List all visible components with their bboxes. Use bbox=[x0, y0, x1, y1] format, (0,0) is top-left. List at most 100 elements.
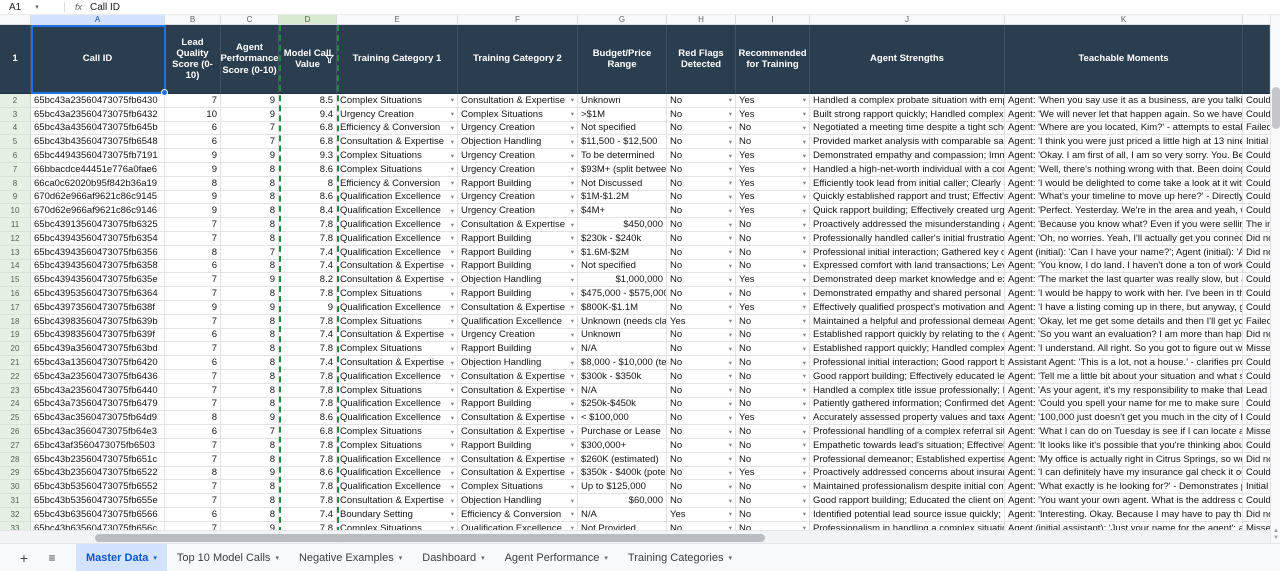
cell-E19[interactable]: Consultation & Expertise▾ bbox=[337, 329, 458, 343]
dropdown-icon[interactable]: ▾ bbox=[729, 510, 732, 518]
cell-J17[interactable]: Effectively qualified prospect's motivat… bbox=[810, 301, 1005, 315]
dropdown-icon[interactable]: ▾ bbox=[571, 248, 574, 256]
cell-B3[interactable]: 10 bbox=[165, 108, 221, 122]
cell-B26[interactable]: 6 bbox=[165, 425, 221, 439]
cell-E22[interactable]: Qualification Excellence▾ bbox=[337, 370, 458, 384]
row-number-16[interactable]: 16 bbox=[0, 287, 31, 301]
cell-G19[interactable]: Unknown bbox=[578, 329, 667, 343]
dropdown-icon[interactable]: ▾ bbox=[729, 207, 732, 215]
cell-G24[interactable]: $250k-$450k bbox=[578, 398, 667, 412]
cell-L12[interactable]: Did no bbox=[1243, 232, 1270, 246]
cell-F4[interactable]: Urgency Creation▾ bbox=[458, 122, 578, 136]
dropdown-icon[interactable]: ▾ bbox=[729, 428, 732, 436]
tab-training-categories[interactable]: Training Categories▾ bbox=[618, 544, 742, 571]
cell-G31[interactable]: $60,000 bbox=[578, 494, 667, 508]
cell-K23[interactable]: Agent: 'As your agent, it's my responsib… bbox=[1005, 384, 1243, 398]
cell-G26[interactable]: Purchase or Lease bbox=[578, 425, 667, 439]
cell-J7[interactable]: Handled a high-net-worth individual with… bbox=[810, 163, 1005, 177]
chevron-down-icon[interactable]: ▾ bbox=[35, 3, 39, 11]
cell-K31[interactable]: Agent: 'You want your own agent. What is… bbox=[1005, 494, 1243, 508]
dropdown-icon[interactable]: ▾ bbox=[571, 510, 574, 518]
dropdown-icon[interactable]: ▾ bbox=[803, 455, 806, 463]
cell-A15[interactable]: 65bc43943560473075fb635e bbox=[31, 273, 165, 287]
cell-I30[interactable]: No▾ bbox=[736, 480, 810, 494]
cell-G10[interactable]: $4M+ bbox=[578, 204, 667, 218]
cell-B19[interactable]: 6 bbox=[165, 329, 221, 343]
cell-C29[interactable]: 9 bbox=[221, 467, 279, 481]
cell-B24[interactable]: 7 bbox=[165, 398, 221, 412]
dropdown-icon[interactable]: ▾ bbox=[451, 248, 454, 256]
dropdown-icon[interactable]: ▾ bbox=[571, 469, 574, 477]
row-number-8[interactable]: 8 bbox=[0, 177, 31, 191]
cell-F14[interactable]: Rapport Building▾ bbox=[458, 260, 578, 274]
tab-negative-examples[interactable]: Negative Examples▾ bbox=[289, 544, 412, 571]
vertical-scrollbar[interactable]: ▲ ▼ bbox=[1270, 15, 1280, 543]
cell-J15[interactable]: Demonstrated deep market knowledge and e… bbox=[810, 273, 1005, 287]
cell-A8[interactable]: 66ca0c62020b95f842b36a19 bbox=[31, 177, 165, 191]
cell-J26[interactable]: Professional handling of a complex refer… bbox=[810, 425, 1005, 439]
row-number-23[interactable]: 23 bbox=[0, 384, 31, 398]
dropdown-icon[interactable]: ▾ bbox=[803, 400, 806, 408]
dropdown-icon[interactable]: ▾ bbox=[803, 234, 806, 242]
cell-L24[interactable]: Could bbox=[1243, 398, 1270, 412]
cell-D3[interactable]: 9.4 bbox=[279, 108, 337, 122]
row-number-4[interactable]: 4 bbox=[0, 122, 31, 136]
cell-B7[interactable]: 9 bbox=[165, 163, 221, 177]
cell-G7[interactable]: $93M+ (split betwee bbox=[578, 163, 667, 177]
cell-K22[interactable]: Agent: 'Tell me a little bit about your … bbox=[1005, 370, 1243, 384]
dropdown-icon[interactable]: ▾ bbox=[571, 290, 574, 298]
cell-L30[interactable]: Initial bbox=[1243, 480, 1270, 494]
cell-I8[interactable]: Yes▾ bbox=[736, 177, 810, 191]
cell-F9[interactable]: Urgency Creation▾ bbox=[458, 191, 578, 205]
cell-B17[interactable]: 9 bbox=[165, 301, 221, 315]
cell-G28[interactable]: $260K (estimated) bbox=[578, 453, 667, 467]
cell-L18[interactable]: Failed bbox=[1243, 315, 1270, 329]
all-sheets-menu-button[interactable]: ≡ bbox=[42, 551, 62, 565]
cell-B16[interactable]: 7 bbox=[165, 287, 221, 301]
cell-I31[interactable]: No▾ bbox=[736, 494, 810, 508]
cell-H25[interactable]: No▾ bbox=[667, 411, 736, 425]
dropdown-icon[interactable]: ▾ bbox=[729, 124, 732, 132]
cell-I27[interactable]: No▾ bbox=[736, 439, 810, 453]
cell-A14[interactable]: 65bc43943560473075fb6358 bbox=[31, 260, 165, 274]
cell-C6[interactable]: 9 bbox=[221, 149, 279, 163]
cell-E28[interactable]: Qualification Excellence▾ bbox=[337, 453, 458, 467]
cell-F32[interactable]: Efficiency & Conversion▾ bbox=[458, 508, 578, 522]
dropdown-icon[interactable]: ▾ bbox=[451, 207, 454, 215]
dropdown-icon[interactable]: ▾ bbox=[803, 207, 806, 215]
chevron-down-icon[interactable]: ▾ bbox=[604, 554, 608, 562]
cell-D12[interactable]: 7.8 bbox=[279, 232, 337, 246]
cell-A22[interactable]: 65bc43a23560473075fb6436 bbox=[31, 370, 165, 384]
dropdown-icon[interactable]: ▾ bbox=[729, 221, 732, 229]
cell-H22[interactable]: No▾ bbox=[667, 370, 736, 384]
dropdown-icon[interactable]: ▾ bbox=[571, 234, 574, 242]
cell-L23[interactable]: Lead r bbox=[1243, 384, 1270, 398]
cell-G13[interactable]: $1.6M-$2M bbox=[578, 246, 667, 260]
dropdown-icon[interactable]: ▾ bbox=[451, 414, 454, 422]
cell-B21[interactable]: 6 bbox=[165, 356, 221, 370]
cell-K4[interactable]: Agent: 'Where are you located, Kim?' - a… bbox=[1005, 122, 1243, 136]
cell-E25[interactable]: Qualification Excellence▾ bbox=[337, 411, 458, 425]
dropdown-icon[interactable]: ▾ bbox=[571, 345, 574, 353]
cell-D16[interactable]: 7.8 bbox=[279, 287, 337, 301]
cell-H16[interactable]: No▾ bbox=[667, 287, 736, 301]
dropdown-icon[interactable]: ▾ bbox=[729, 248, 732, 256]
dropdown-icon[interactable]: ▾ bbox=[729, 455, 732, 463]
cell-C22[interactable]: 8 bbox=[221, 370, 279, 384]
dropdown-icon[interactable]: ▾ bbox=[729, 290, 732, 298]
dropdown-icon[interactable]: ▾ bbox=[729, 165, 732, 173]
dropdown-icon[interactable]: ▾ bbox=[803, 165, 806, 173]
cell-L11[interactable]: The in bbox=[1243, 218, 1270, 232]
cell-D4[interactable]: 6.8 bbox=[279, 122, 337, 136]
row-number-25[interactable]: 25 bbox=[0, 411, 31, 425]
column-letter-F[interactable]: F bbox=[458, 15, 578, 25]
cell-L2[interactable]: Could bbox=[1243, 94, 1270, 108]
cell-C20[interactable]: 8 bbox=[221, 342, 279, 356]
cell-C5[interactable]: 7 bbox=[221, 135, 279, 149]
cell-B18[interactable]: 7 bbox=[165, 315, 221, 329]
dropdown-icon[interactable]: ▾ bbox=[451, 400, 454, 408]
cell-H14[interactable]: No▾ bbox=[667, 260, 736, 274]
column-letter-G[interactable]: G bbox=[578, 15, 667, 25]
formula-input[interactable]: Call ID bbox=[90, 2, 120, 13]
row-number-13[interactable]: 13 bbox=[0, 246, 31, 260]
